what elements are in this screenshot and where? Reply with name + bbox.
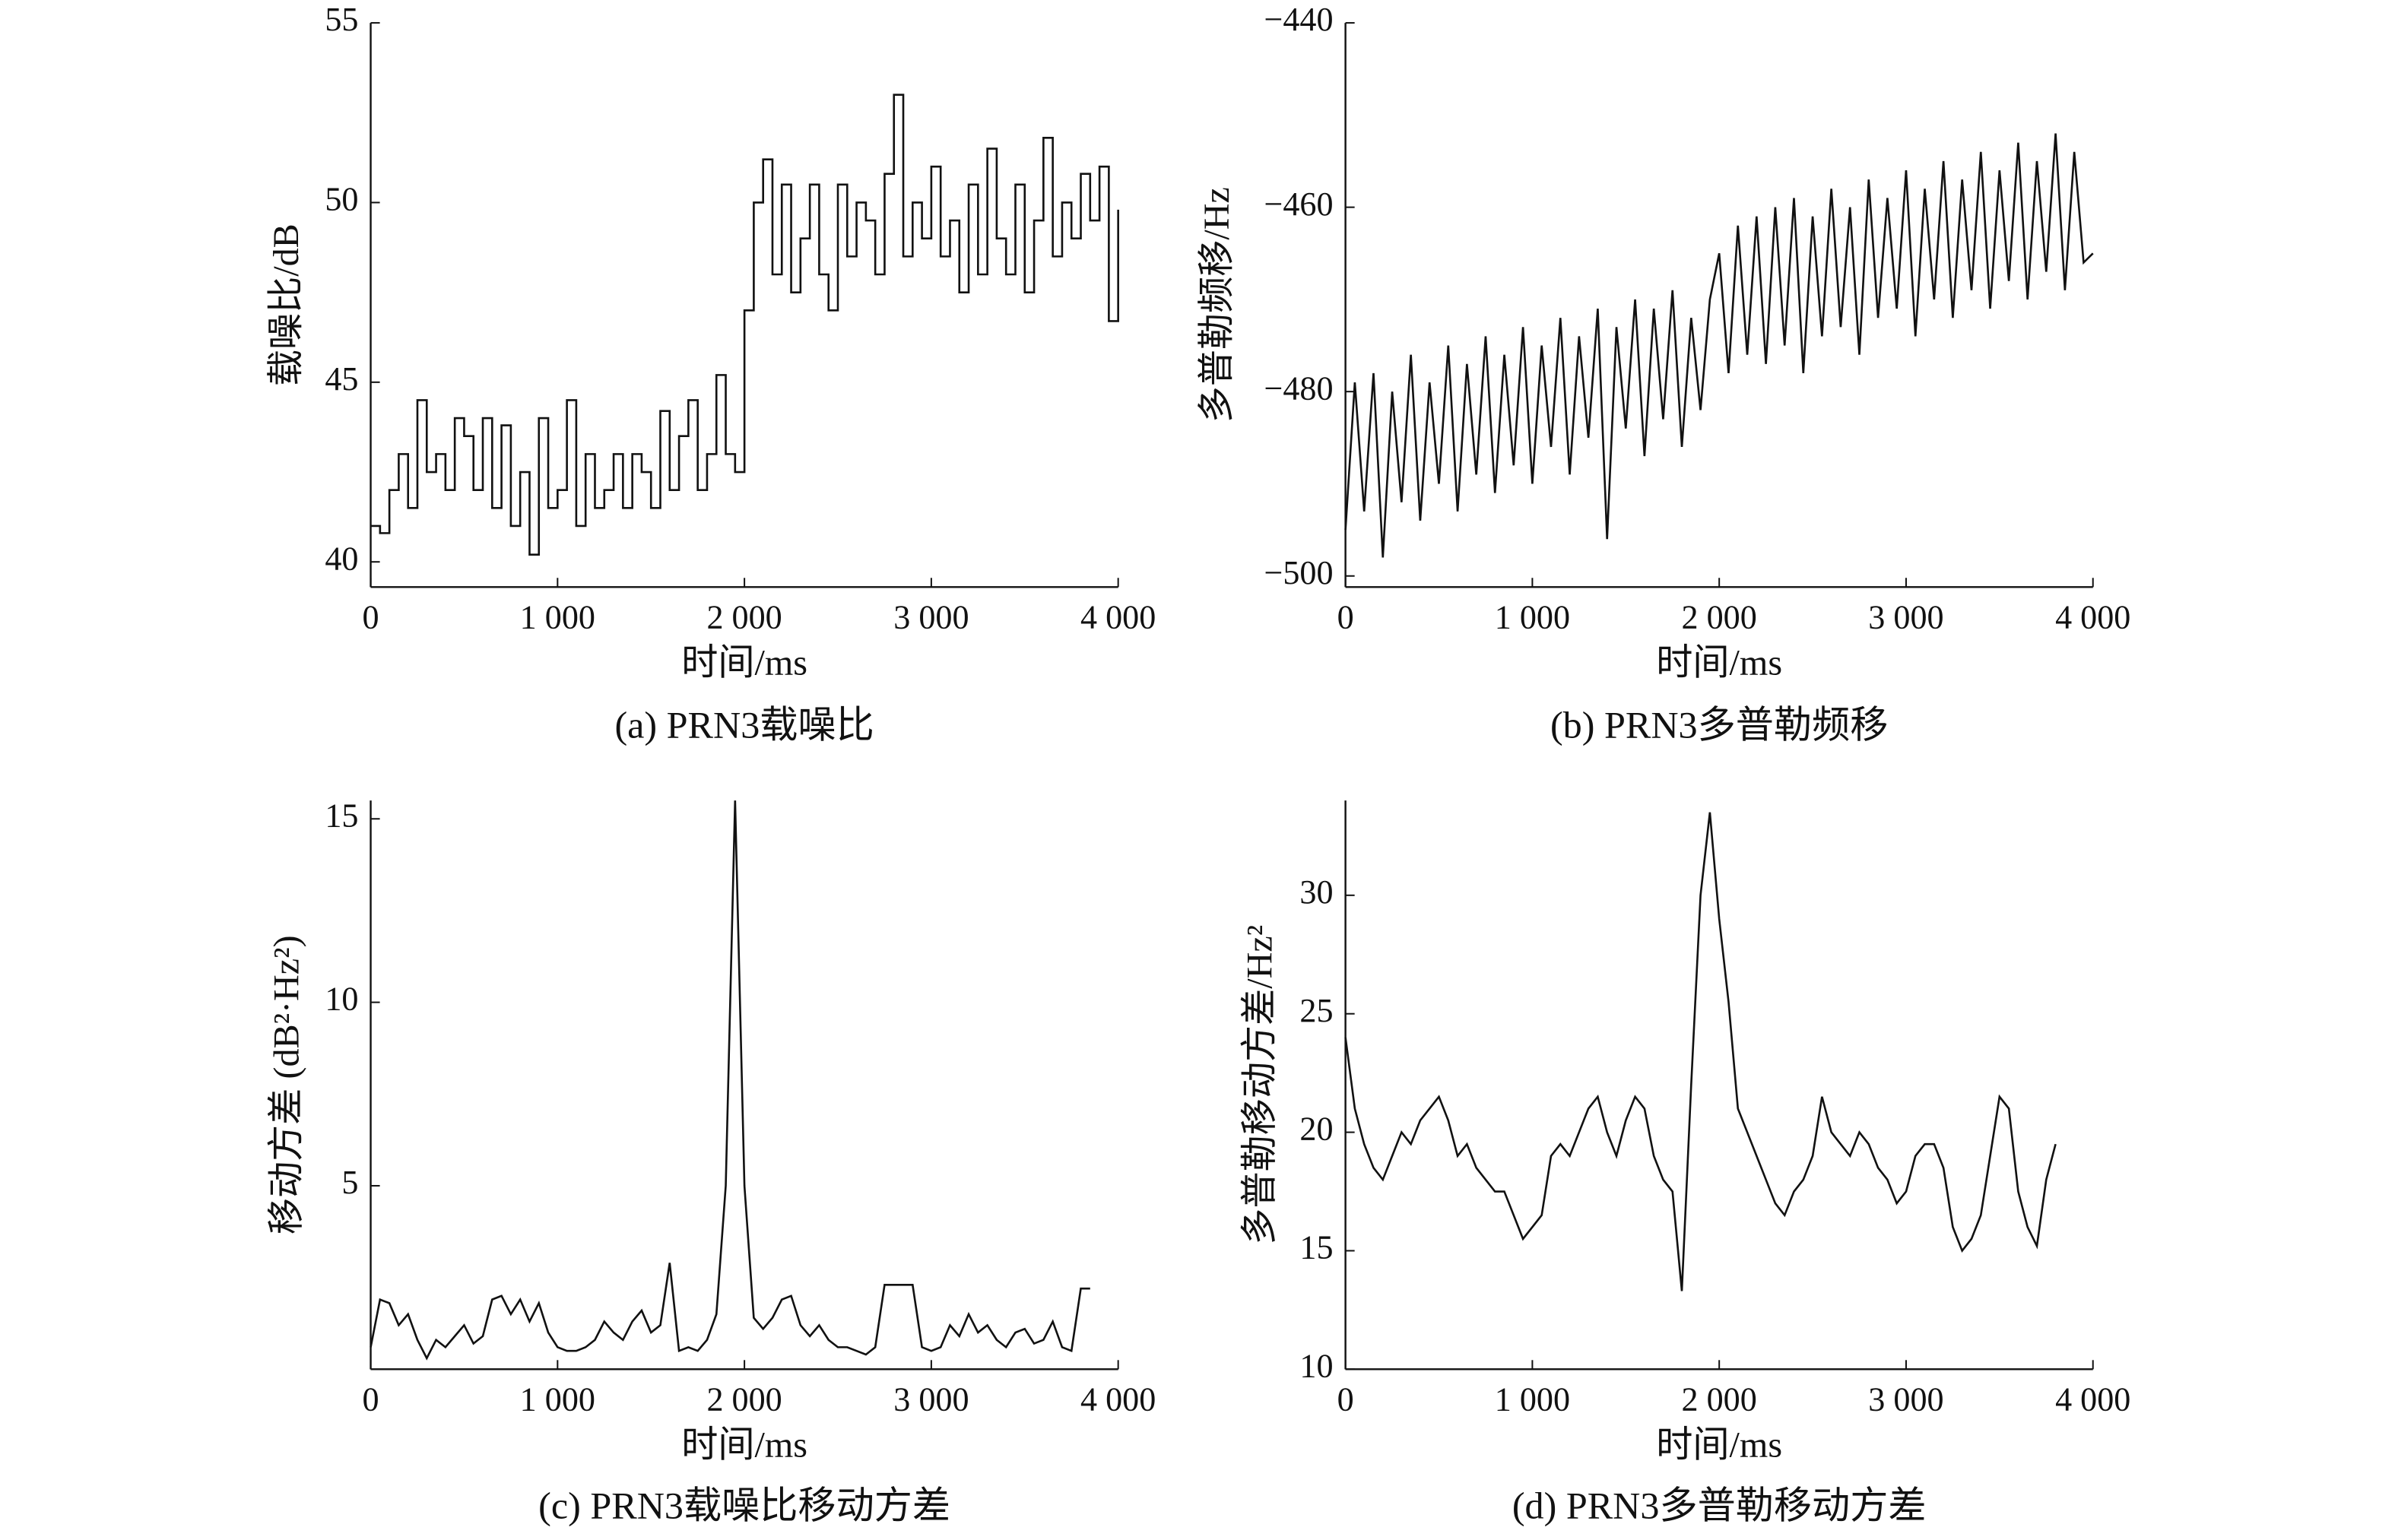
x-tick-label: 0 — [1337, 599, 1354, 636]
y-tick-label: 10 — [1299, 1347, 1333, 1384]
y-tick-label: 55 — [325, 1, 358, 38]
y-axis-label: 载噪比/dB — [266, 223, 306, 386]
x-tick-label: 3 000 — [1868, 1381, 1943, 1418]
x-tick-label: 1 000 — [520, 1381, 595, 1418]
y-tick-label: 45 — [325, 360, 358, 398]
x-tick-label: 4 000 — [2055, 1381, 2130, 1418]
y-tick-label: −480 — [1264, 369, 1333, 407]
x-tick-label: 2 000 — [706, 1381, 782, 1418]
x-tick-label: 3 000 — [893, 1381, 969, 1418]
x-tick-label: 1 000 — [520, 599, 595, 636]
y-tick-label: 30 — [1299, 873, 1333, 911]
caption: (c) PRN3载噪比移动方差 — [538, 1484, 950, 1526]
x-axis-label: 时间/ms — [681, 1425, 807, 1466]
caption: (a) PRN3载噪比 — [614, 703, 874, 746]
y-tick-label: −440 — [1264, 1, 1333, 38]
x-tick-label: 2 000 — [706, 599, 782, 636]
x-tick-label: 4 000 — [1080, 599, 1156, 636]
y-tick-label: 15 — [1299, 1229, 1333, 1266]
x-tick-label: 2 000 — [1682, 599, 1757, 636]
y-tick-label: 20 — [1299, 1111, 1333, 1148]
x-axis-label: 时间/ms — [1656, 1425, 1782, 1466]
y-axis-label: 多普勒频移/Hz — [1197, 187, 1237, 423]
data-line — [1344, 133, 2094, 558]
y-tick-label: 40 — [325, 540, 358, 577]
data-line — [370, 93, 1119, 556]
y-tick-label: 50 — [325, 181, 358, 218]
caption: (d) PRN3多普勒移动方差 — [1512, 1484, 1927, 1526]
y-tick-label: 10 — [325, 981, 358, 1018]
x-tick-label: 1 000 — [1495, 599, 1570, 636]
y-tick-label: 5 — [341, 1164, 358, 1201]
x-tick-label: 0 — [363, 1381, 379, 1418]
x-tick-label: 4 000 — [1080, 1381, 1156, 1418]
x-tick-label: 3 000 — [1868, 599, 1943, 636]
x-tick-label: 1 000 — [1495, 1381, 1570, 1418]
data-line — [1344, 812, 2057, 1291]
data-line — [370, 800, 1090, 1361]
y-tick-label: 15 — [325, 797, 358, 834]
x-axis-label: 时间/ms — [681, 643, 807, 683]
x-tick-label: 2 000 — [1682, 1381, 1757, 1418]
y-tick-label: −500 — [1264, 554, 1333, 591]
x-tick-label: 4 000 — [2055, 599, 2130, 636]
y-axis-label: 多普勒移动方差/Hz² — [1239, 925, 1280, 1245]
caption: (b) PRN3多普勒频移 — [1550, 703, 1888, 746]
x-axis-label: 时间/ms — [1656, 643, 1782, 683]
x-tick-label: 3 000 — [893, 599, 969, 636]
y-tick-label: 25 — [1299, 992, 1333, 1029]
x-tick-label: 0 — [363, 599, 379, 636]
y-tick-label: −460 — [1264, 185, 1333, 223]
y-axis-label: 移动方差 (dB²·Hz²) — [266, 935, 306, 1234]
x-tick-label: 0 — [1337, 1381, 1354, 1418]
